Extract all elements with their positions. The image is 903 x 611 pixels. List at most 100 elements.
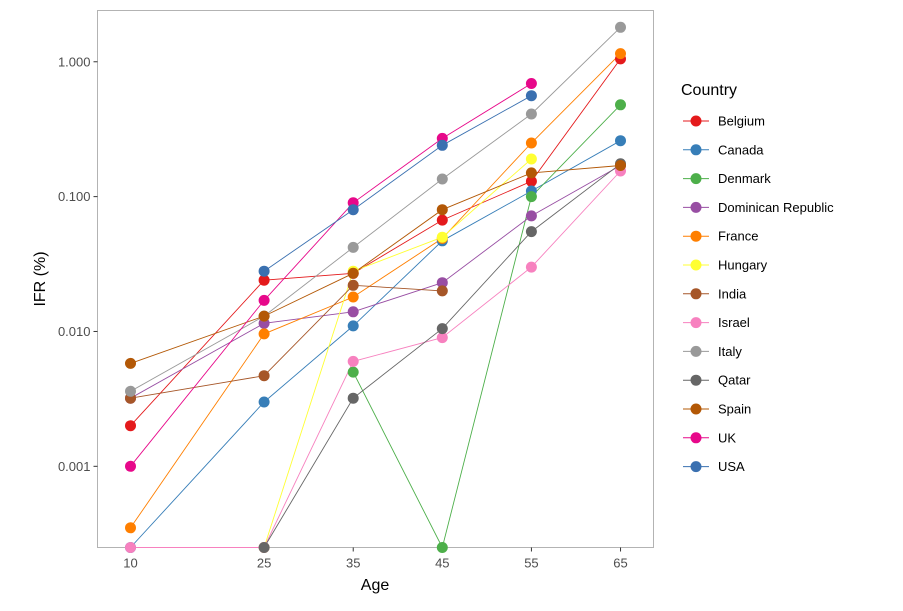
y-tick-label: 1.000 <box>58 54 91 69</box>
legend-item-usa: USA <box>683 459 745 474</box>
legend-key-dot <box>690 345 702 357</box>
data-point-uk <box>525 78 537 89</box>
legend-item-india: India <box>683 286 747 301</box>
series-line-hungary <box>263 158 532 548</box>
data-point-spain <box>347 267 359 279</box>
data-point-denmark <box>615 99 626 111</box>
data-point-france <box>125 522 136 534</box>
data-point-denmark <box>347 366 359 378</box>
data-point-denmark <box>436 542 448 553</box>
legend-label: Dominican Republic <box>718 200 834 215</box>
x-tick-label: 35 <box>346 556 360 571</box>
series-line-italy <box>130 26 621 392</box>
legend-key-dot <box>690 144 702 156</box>
legend-label: Canada <box>718 142 764 157</box>
data-point-italy <box>525 108 537 120</box>
x-tick-label: 10 <box>123 556 137 571</box>
legend-item-belgium: Belgium <box>683 114 765 129</box>
data-point-usa <box>525 90 537 102</box>
legend-item-france: France <box>683 229 758 244</box>
series-line-dominican-republic <box>130 165 621 399</box>
legend-item-dominican-republic: Dominican Republic <box>683 200 834 215</box>
data-point-canada <box>258 396 270 408</box>
data-point-israel <box>347 355 359 367</box>
data-point-spain <box>258 310 270 322</box>
series-line-india <box>130 284 443 399</box>
plot-panel-border <box>97 10 654 548</box>
legend-key-dot <box>690 317 702 329</box>
data-point-belgium <box>125 420 136 432</box>
legend-label: India <box>718 286 747 301</box>
legend-key-dot <box>690 173 702 185</box>
data-point-usa <box>436 139 448 151</box>
series-points <box>125 21 626 553</box>
x-tick-label: 45 <box>435 556 449 571</box>
data-point-uk <box>258 294 270 306</box>
data-point-italy <box>125 385 136 397</box>
legend-label: Qatar <box>718 373 751 388</box>
legend-key-dot <box>690 259 702 271</box>
data-point-canada <box>347 320 359 332</box>
data-point-qatar <box>347 392 359 404</box>
legend-label: Israel <box>718 315 750 330</box>
legend-label: USA <box>718 459 745 474</box>
data-point-usa <box>258 265 270 277</box>
data-point-belgium <box>436 214 448 226</box>
legend-item-israel: Israel <box>683 315 750 330</box>
legend-item-spain: Spain <box>683 402 751 417</box>
data-point-israel <box>436 332 448 344</box>
data-point-usa <box>347 204 359 216</box>
data-point-italy <box>436 173 448 185</box>
legend-key-dot <box>690 432 702 444</box>
legend-label: Hungary <box>718 258 768 273</box>
legend-label: Belgium <box>718 114 765 129</box>
data-point-france <box>347 291 359 303</box>
data-point-india <box>258 370 270 382</box>
series-line-israel <box>130 170 621 548</box>
x-tick-label: 25 <box>257 556 271 571</box>
x-tick-label: 55 <box>524 556 538 571</box>
legend-item-denmark: Denmark <box>683 171 771 186</box>
series-line-canada <box>130 140 621 548</box>
data-point-france <box>258 328 270 340</box>
data-point-italy <box>347 241 359 253</box>
x-tick-label: 65 <box>613 556 627 571</box>
data-point-belgium <box>258 274 270 286</box>
legend-key-dot <box>690 374 702 386</box>
legend-label: UK <box>718 430 736 445</box>
series-line-belgium <box>130 58 621 427</box>
legend-item-hungary: Hungary <box>683 258 768 273</box>
x-axis: 10 25 35 45 55 65 <box>123 547 628 571</box>
data-point-dominican-republic <box>436 277 448 289</box>
y-axis: 0.001 0.010 0.100 1.000 <box>58 54 98 474</box>
legend-label: Denmark <box>718 171 771 186</box>
legend: Belgium Canada Denmark Dominican Republic Fr… <box>683 114 834 474</box>
legend-key-dot <box>690 403 702 415</box>
legend-item-italy: Italy <box>683 344 742 359</box>
data-point-india <box>347 279 359 291</box>
data-point-qatar <box>525 226 537 238</box>
legend-title: Country <box>681 82 737 99</box>
series-line-usa <box>263 95 532 272</box>
legend-key-dot <box>690 230 702 242</box>
data-point-qatar <box>258 542 270 553</box>
data-point-israel <box>125 542 136 553</box>
data-point-india <box>436 285 448 297</box>
legend-item-uk: UK <box>683 430 736 445</box>
series-lines <box>130 26 621 549</box>
data-point-spain <box>525 167 537 179</box>
data-point-spain <box>125 357 136 369</box>
legend-label: Italy <box>718 344 742 359</box>
data-point-hungary <box>525 153 537 165</box>
data-point-spain <box>615 160 626 171</box>
data-point-uk <box>125 460 136 472</box>
y-tick-label: 0.010 <box>58 324 91 339</box>
legend-item-qatar: Qatar <box>683 373 751 388</box>
data-point-italy <box>615 21 626 33</box>
legend-label: France <box>718 229 758 244</box>
series-line-france <box>130 53 621 529</box>
data-point-denmark <box>525 191 537 203</box>
series-line-denmark <box>352 104 621 549</box>
legend-key-dot <box>690 288 702 300</box>
